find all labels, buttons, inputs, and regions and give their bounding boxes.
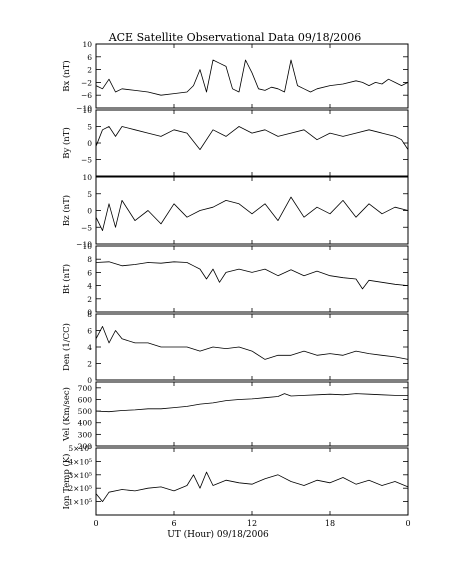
y-tick-label-bz: 0 — [87, 207, 92, 216]
y-tick-label-den: 4 — [87, 343, 92, 352]
y-tick-label-temp: 4×10⁵ — [68, 457, 92, 466]
panel-frame-temp — [95, 447, 409, 516]
y-tick-label-vel: 400 — [78, 419, 93, 428]
y-tick-label-bz: 10 — [82, 173, 92, 182]
y-tick-label-bx: 2 — [87, 66, 92, 75]
y-axis-label-bz: Bz (nT) — [61, 195, 72, 226]
y-tick-label-bz: −5 — [81, 223, 92, 232]
y-axis-label-by: By (nT) — [61, 127, 72, 159]
y-tick-label-bx: −6 — [81, 91, 92, 100]
y-tick-label-bt: 6 — [87, 268, 92, 277]
y-axis-label-temp: Ion Temp (K) — [61, 454, 72, 510]
panel-frame-bz — [95, 176, 409, 245]
y-tick-label-den: 8 — [87, 310, 92, 319]
panel-frame-den — [95, 313, 409, 381]
y-tick-label-bt: 2 — [87, 295, 92, 304]
y-tick-label-bz: −10 — [76, 240, 92, 249]
y-tick-label-vel: 300 — [78, 430, 93, 439]
panel-bz: −10 −5 0 5 10 Bz (nT) — [61, 173, 409, 249]
series-line-vel — [95, 393, 408, 413]
x-axis: 0 6 12 18 0 — [93, 519, 410, 528]
y-tick-label-bx: 10 — [82, 40, 92, 49]
y-tick-label-vel: 200 — [78, 442, 93, 451]
y-tick-label-bx: 6 — [87, 53, 92, 62]
series-line-bt — [95, 261, 409, 290]
x-tick-label: 12 — [247, 519, 257, 528]
x-axis-label: UT (Hour) 09/18/2006 — [167, 529, 269, 540]
panel-vel: 200 300 400 500 600 700 Vel (Km/sec) — [61, 381, 409, 451]
x-tick-label: 0 — [93, 519, 98, 528]
y-tick-label-bx: −10 — [76, 104, 92, 113]
y-tick-label-bx: −2 — [81, 78, 92, 87]
y-tick-label-vel: 600 — [78, 395, 93, 404]
y-axis-label-vel: Vel (Km/sec) — [61, 387, 72, 442]
y-tick-label-temp: 1×10⁵ — [68, 498, 92, 507]
series-line-bx — [95, 59, 409, 96]
y-tick-label-bt: 10 — [82, 242, 92, 251]
y-tick-label-temp: 2×10⁵ — [68, 484, 92, 493]
series-line-bz — [95, 196, 409, 231]
y-tick-label-by: 10 — [82, 106, 92, 115]
y-axis-label-den: Den (1/CC) — [61, 323, 72, 371]
series-line-temp — [95, 471, 409, 502]
panel-frame-vel — [95, 381, 409, 447]
y-tick-label-temp: 3×10⁵ — [68, 471, 92, 480]
x-tick-label: 6 — [171, 519, 176, 528]
panel-frame-by — [95, 109, 409, 177]
y-tick-label-bt: 4 — [87, 282, 92, 291]
y-tick-label-bz: 5 — [87, 190, 92, 199]
chart-title: ACE Satellite Observational Data 09/18/2… — [108, 31, 362, 44]
y-tick-label-den: 2 — [87, 360, 92, 369]
panel-frame-bt — [95, 245, 409, 313]
y-tick-label-vel: 500 — [78, 407, 93, 416]
y-tick-label-temp: 5×10⁵ — [68, 444, 92, 453]
x-tick-label: 18 — [325, 519, 335, 528]
panel-frame-bx — [95, 43, 409, 109]
y-tick-label-by: 0 — [87, 139, 92, 148]
y-tick-label-by: −5 — [81, 156, 92, 165]
y-tick-label-vel: 700 — [78, 384, 93, 393]
panel-den: 0 2 4 6 8 Den (1/CC) — [61, 310, 409, 385]
y-tick-label-den: 0 — [87, 376, 92, 385]
y-tick-label-bt: 0 — [87, 308, 92, 317]
panel-bx: −10 −6 −2 2 6 10 Bx (nT) — [61, 40, 409, 113]
y-axis-label-bt: Bt (nT) — [61, 264, 72, 294]
x-tick-label: 0 — [405, 519, 410, 528]
series-line-by — [95, 126, 409, 150]
y-axis-label-bx: Bx (nT) — [61, 60, 72, 92]
y-tick-label-bt: 8 — [87, 255, 92, 264]
series-line-den — [95, 326, 409, 360]
panels: −10 −6 −2 2 6 10 Bx (nT) −5 0 5 10 By (nT) −10 −5 0 5 10… — [61, 40, 409, 516]
y-tick-label-by: 5 — [87, 123, 92, 132]
y-tick-label-den: 6 — [87, 327, 92, 336]
panel-by: −5 0 5 10 By (nT) — [61, 106, 409, 177]
panel-bt: 0 2 4 6 8 10 Bt (nT) — [61, 242, 409, 317]
